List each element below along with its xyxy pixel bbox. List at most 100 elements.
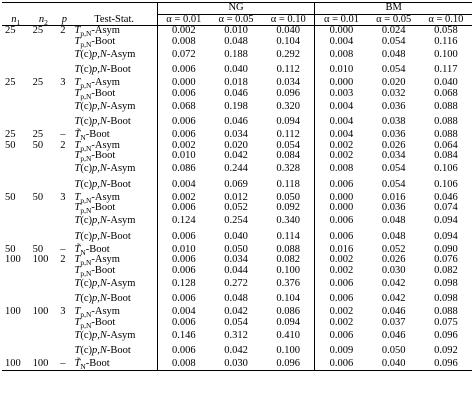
suffix: -Asym: [106, 277, 136, 289]
value-cell: 0.088: [434, 116, 458, 128]
sup-sub: (c)p,N: [80, 116, 107, 128]
symbol: T: [74, 25, 81, 37]
value-cell: 0.046: [224, 116, 248, 128]
value-cell: 0.002: [329, 139, 354, 151]
value-cell: 0.188: [224, 48, 248, 60]
design-cell: [30, 344, 58, 360]
design-cell: [57, 276, 71, 292]
design-cell: [30, 177, 58, 193]
value-cell: 0.002: [172, 25, 196, 37]
value-cell: 0.068: [172, 100, 196, 112]
design-cell: [30, 162, 58, 178]
design-cell: [57, 214, 71, 230]
value-cell: 0.054: [381, 178, 406, 190]
value-cell: 0.010: [224, 25, 248, 37]
value-cell: 0.098: [434, 277, 458, 289]
value-cell: 0.118: [262, 177, 316, 193]
value-cell: 0.040: [224, 64, 248, 76]
statistic-cell: Tp,N-Asym: [71, 191, 158, 205]
design-cell: [2, 318, 30, 329]
design-cell: 50: [32, 139, 44, 151]
superscript: (c): [80, 100, 92, 112]
table-row: Tp,N-Boot 0.006 0.044 0.100 0.002 0.030 0.082: [2, 264, 472, 277]
value-cell: 0.046: [434, 191, 458, 203]
symbol: T: [74, 139, 81, 151]
sup-sub: (c)p,N: [80, 345, 107, 357]
value-cell: 0.026: [381, 139, 406, 151]
value-cell: 0.084: [262, 151, 316, 162]
symbol: T̃: [74, 243, 81, 255]
value-cell: 0.198: [224, 100, 248, 112]
column-header: α = 0.05: [209, 14, 263, 26]
value-cell: 0.042: [381, 277, 406, 289]
suffix: -Boot: [106, 293, 131, 305]
design-cell: [57, 115, 71, 131]
statistic-cell: T̃N-Boot: [71, 243, 158, 256]
symbol: T: [74, 202, 81, 214]
value-cell: 0.048: [381, 215, 406, 227]
suffix: -Boot: [91, 202, 116, 214]
statistic-cell: T(c)p,N-Boot: [71, 114, 158, 130]
design-cell: [30, 328, 58, 344]
subscript: p,N: [80, 195, 92, 205]
suffix: -Boot: [91, 35, 116, 47]
design-cell: [2, 229, 30, 245]
value-cell: 0.018: [224, 77, 248, 89]
table-row: T(c)p,N-Boot 0.006 0.048 0.104 0.006 0.042 0.0…: [2, 291, 472, 307]
value-cell: 0.146: [172, 329, 196, 341]
value-cell: 0.000: [172, 77, 196, 89]
suffix: -Asym: [91, 139, 120, 151]
superscript: (c): [80, 277, 92, 289]
value-cell: 0.088: [262, 244, 316, 255]
design-cell: 100: [2, 359, 30, 371]
symbol: n: [38, 13, 45, 25]
subscript: 2: [44, 17, 48, 27]
design-cell: [30, 89, 58, 100]
design-cell: [2, 63, 30, 79]
value-cell: 0.016: [381, 191, 406, 203]
column-header: α = 0.01: [314, 14, 368, 26]
subscript: N: [80, 133, 86, 143]
value-cell: 0.094: [434, 215, 458, 227]
suffix: -Boot: [91, 264, 116, 276]
suffix: -Asym: [91, 306, 120, 318]
statistic-cell: T(c)p,N-Asym: [71, 328, 158, 344]
design-cell: –: [57, 359, 72, 371]
value-cell: 0.074: [434, 202, 458, 214]
statistic-cell: T(c)p,N-Asym: [71, 161, 158, 177]
suffix: -Asym: [91, 191, 120, 203]
design-cell: [30, 151, 58, 162]
design-cell: [57, 47, 71, 63]
value-cell: 0.008: [329, 48, 354, 60]
value-cell: 0.008: [157, 359, 210, 371]
subscript: p,N: [80, 29, 92, 39]
value-cell: 0.006: [329, 329, 354, 341]
column-header: α = 0.10: [419, 14, 472, 26]
design-cell: [57, 151, 71, 162]
symbol: T: [74, 316, 81, 328]
group-header: NG: [157, 2, 316, 15]
value-cell: 0.082: [434, 264, 458, 276]
value-cell: 0.320: [262, 99, 316, 115]
suffix: -Asym: [106, 48, 136, 60]
value-cell: 0.006: [329, 215, 354, 227]
value-cell: 0.002: [329, 316, 354, 328]
symbol: T: [74, 64, 81, 76]
statistic-cell: Tp,N-Asym: [71, 78, 158, 90]
value-cell: 0.004: [172, 306, 196, 318]
value-cell: 0.009: [329, 345, 354, 357]
superscript: (c): [80, 48, 92, 60]
statistic-cell: T(c)p,N-Asym: [71, 276, 158, 292]
value-cell: 0.002: [329, 254, 354, 266]
value-cell: 0.002: [329, 150, 354, 162]
statistic-cell: T(c)p,N-Asym: [71, 213, 158, 229]
value-cell: 0.042: [381, 293, 406, 305]
value-cell: 0.006: [329, 230, 354, 242]
value-cell: 0.072: [172, 48, 196, 60]
value-cell: 0.002: [329, 306, 354, 318]
value-cell: 0.100: [262, 343, 316, 359]
statistic-cell: T(c)p,N-Boot: [71, 291, 158, 307]
symbol: T: [74, 163, 81, 175]
value-cell: 0.054: [381, 35, 406, 47]
value-cell: 0.040: [434, 77, 458, 89]
